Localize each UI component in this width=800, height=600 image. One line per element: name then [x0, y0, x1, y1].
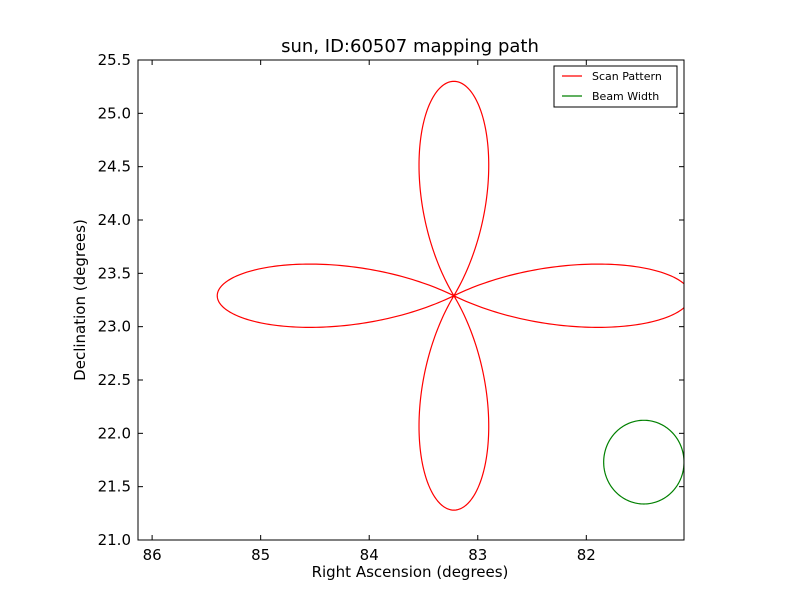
legend-label-scan-pattern: Scan Pattern [592, 70, 662, 83]
series-scan-pattern [216, 80, 684, 511]
y-tick-label: 24.5 [98, 158, 131, 176]
chart-title: sun, ID:60507 mapping path [281, 36, 539, 57]
y-tick-label: 25.5 [98, 51, 131, 69]
y-tick-label: 21.0 [98, 531, 131, 549]
x-tick-label: 84 [360, 546, 379, 564]
legend-box [553, 65, 678, 108]
plot-area [216, 80, 684, 511]
y-axis-title: Declination (degrees) [71, 219, 89, 381]
legend-label-beam-width: Beam Width [592, 90, 659, 103]
y-tick-label: 23.5 [98, 264, 131, 282]
legend: Scan Pattern Beam Width [553, 65, 678, 108]
y-tick-label: 21.5 [98, 478, 131, 496]
series-beam-width [603, 419, 684, 505]
x-tick-label: 82 [577, 546, 596, 564]
y-tick-label: 22.5 [98, 371, 131, 389]
axes-frame [137, 59, 685, 541]
y-tick-label: 22.0 [98, 424, 131, 442]
x-tick-label: 83 [468, 546, 487, 564]
x-axis-title: Right Ascension (degrees) [312, 563, 509, 581]
y-tick-label: 25.0 [98, 104, 131, 122]
x-tick-label: 86 [143, 546, 162, 564]
x-tick-label: 85 [251, 546, 270, 564]
y-tick-label: 23.0 [98, 318, 131, 336]
y-axis: 21.0 21.5 22.0 22.5 23.0 23.5 24.0 24.5 25.0 25.5 [98, 51, 684, 549]
y-tick-label: 24.0 [98, 211, 131, 229]
x-axis: 86 85 84 83 82 [143, 60, 596, 564]
